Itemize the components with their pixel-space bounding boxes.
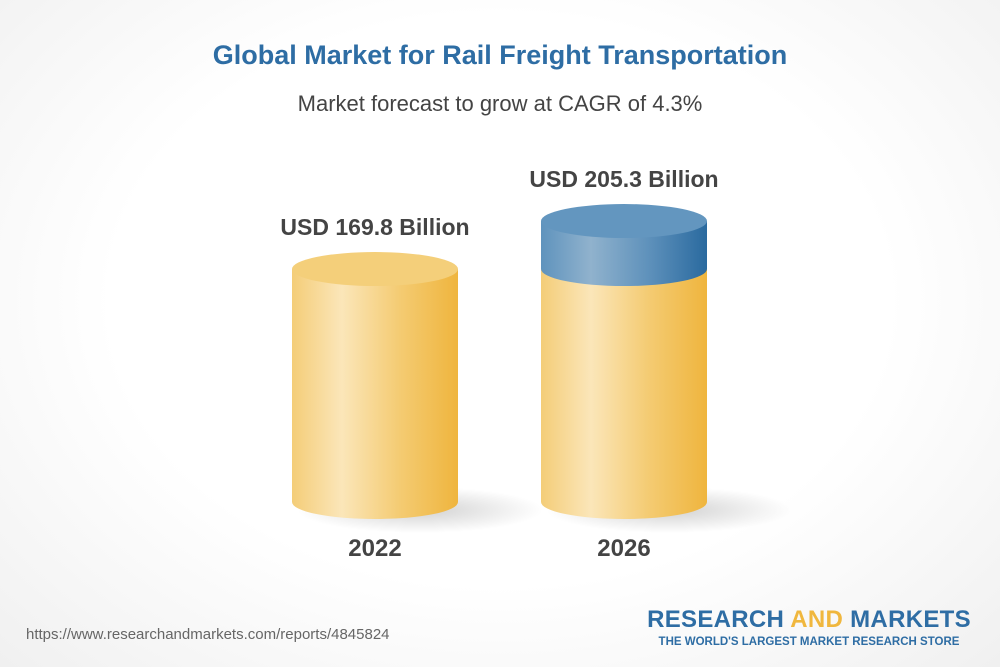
- bar-2022-base: [292, 269, 458, 519]
- research-and-markets-logo: RESEARCH AND MARKETS THE WORLD'S LARGEST…: [641, 606, 977, 648]
- bar-2026-growth: [541, 221, 707, 287]
- chart-title: Global Market for Rail Freight Transport…: [212, 40, 788, 70]
- category-label-2026: 2026: [597, 535, 650, 562]
- chart-subtitle: Market forecast to grow at CAGR of 4.3%: [297, 91, 703, 116]
- source-url[interactable]: https://www.researchandmarkets.com/repor…: [26, 626, 390, 643]
- logo-tagline: THE WORLD'S LARGEST MARKET RESEARCH STOR…: [658, 636, 960, 648]
- category-label-2022: 2022: [348, 535, 401, 562]
- data-label-2026: USD 205.3 Billion: [529, 166, 718, 192]
- bar-top: [292, 252, 458, 287]
- logo-word: AND: [790, 606, 844, 633]
- logo-word: MARKETS: [850, 606, 971, 633]
- bar-2026-base: [541, 269, 707, 519]
- bar-top: [541, 204, 707, 239]
- logo-word: RESEARCH: [647, 606, 785, 633]
- data-label-2022: USD 169.8 Billion: [280, 214, 469, 240]
